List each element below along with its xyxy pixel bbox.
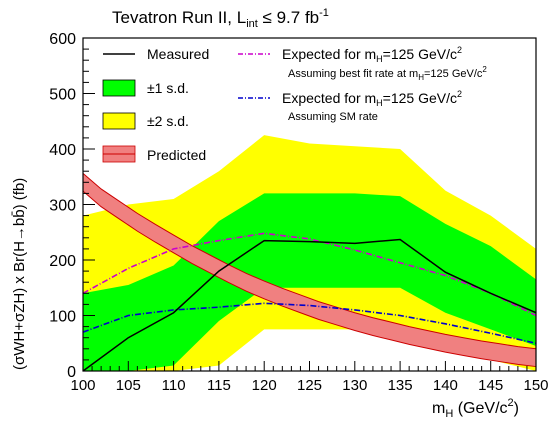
legend: Measured ±1 s.d. ±2 s.d. Predicted Expec… xyxy=(102,45,487,163)
band-1sd xyxy=(83,193,536,371)
expected-sm-line xyxy=(82,302,537,345)
x-tick-label: 150 xyxy=(523,377,548,394)
legend-expected-bestfit-label: Expected for mH=125 GeV/c2 xyxy=(282,45,462,64)
legend-predicted-label: Predicted xyxy=(147,147,206,163)
legend-2sd-swatch xyxy=(102,112,136,130)
measured-line xyxy=(82,238,537,372)
x-tick-label: 145 xyxy=(478,377,503,394)
x-tick-label: 135 xyxy=(388,377,413,394)
predicted-band xyxy=(82,173,537,368)
y-tick-label: 200 xyxy=(49,253,76,270)
x-tick-label: 120 xyxy=(252,377,277,394)
chart-title: Tevatron Run II, Lint ≤ 9.7 fb-1 xyxy=(112,7,329,30)
x-tick-label: 110 xyxy=(162,377,186,394)
x-tick-label: 100 xyxy=(70,377,95,394)
legend-2sd-label: ±2 s.d. xyxy=(147,113,189,129)
predicted-lower-edge xyxy=(82,190,537,368)
x-tick-label: 125 xyxy=(297,377,322,394)
y-tick-label: 100 xyxy=(49,309,76,326)
uncertainty-bands xyxy=(83,135,536,371)
x-axis-label: mH (GeV/c2) xyxy=(432,397,519,420)
y-axis-label: (σWH+σZH) x Br(H→bb̄) (fb) xyxy=(11,178,28,370)
legend-expected-bestfit-note: Assuming best fit rate at mH=125 GeV/c2 xyxy=(288,65,487,82)
x-tick-label: 105 xyxy=(116,377,141,394)
y-tick-label: 500 xyxy=(49,87,76,104)
predicted-uncertainty xyxy=(83,173,536,367)
y-axis-ticks: 0 100 200 300 400 500 600 xyxy=(49,31,95,381)
x-axis-ticks: 100 105 110 115 120 125 130 135 140 145 150 xyxy=(70,361,549,394)
y-tick-label: 400 xyxy=(49,142,76,159)
y-tick-label: 600 xyxy=(49,31,76,48)
x-tick-label: 115 xyxy=(207,377,231,394)
series-lines xyxy=(82,232,537,372)
x-tick-label: 130 xyxy=(342,377,367,394)
legend-measured-label: Measured xyxy=(147,46,209,62)
legend-expected-sm-label: Expected for mH=125 GeV/c2 xyxy=(282,89,462,108)
x-tick-label: 140 xyxy=(433,377,458,394)
predicted-upper-edge xyxy=(82,173,537,350)
y-tick-label: 0 xyxy=(67,364,76,381)
legend-1sd-swatch xyxy=(102,79,136,97)
legend-expected-sm-note: Assuming SM rate xyxy=(288,111,378,123)
y-tick-label: 300 xyxy=(49,198,76,215)
legend-1sd-label: ±1 s.d. xyxy=(147,80,189,96)
